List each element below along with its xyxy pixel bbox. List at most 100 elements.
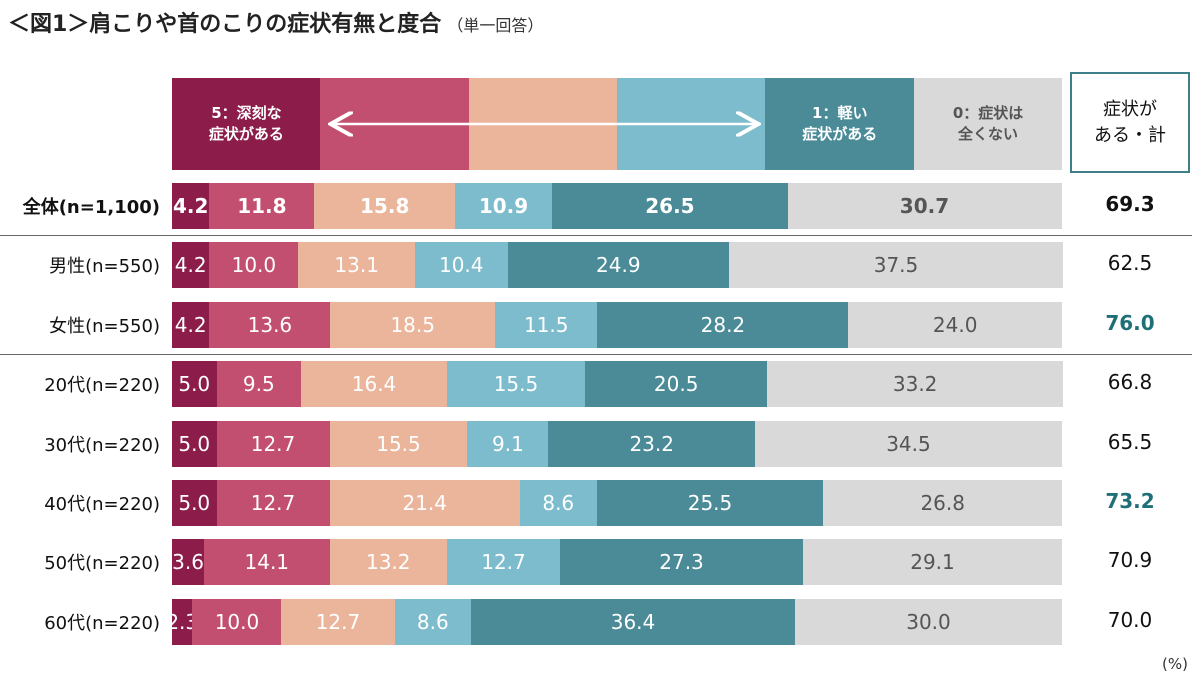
chart-title: ＜図1＞肩こりや首のこりの症状有無と度合 （単一回答）: [8, 6, 543, 38]
unit-label: (%): [1162, 655, 1188, 673]
bar-segment: [447, 539, 561, 586]
data-label: 12.7: [250, 431, 296, 456]
data-label: 36.4: [610, 609, 656, 634]
bar-segment: [209, 242, 299, 289]
data-label: 15.8: [360, 194, 410, 218]
bar-segment: [455, 183, 553, 229]
data-label: 30.7: [899, 194, 950, 218]
data-label: 15.5: [376, 431, 421, 456]
data-label: 23.2: [629, 431, 674, 456]
bar-segment: [172, 420, 217, 467]
bar-segment: [209, 183, 315, 229]
data-label: 37.5: [873, 253, 919, 278]
total-value: 76.0: [1105, 310, 1155, 335]
data-label: 4.2: [174, 253, 207, 278]
total-value: 65.5: [1107, 429, 1153, 454]
data-label: 8.6: [542, 491, 575, 515]
bar-segment: [172, 242, 210, 289]
bar-segment: [216, 480, 330, 526]
data-label: 24.0: [932, 312, 978, 337]
bar-segment: [394, 598, 472, 645]
data-label: 4.2: [174, 312, 207, 337]
bar-segment: [596, 480, 824, 526]
bar-segment: [209, 301, 331, 348]
bar-segment: [192, 598, 282, 645]
title-text: ＜図1＞肩こりや首のこりの症状有無と度合: [8, 12, 442, 37]
subtitle: （単一回答）: [447, 16, 544, 35]
data-label: 25.5: [687, 491, 733, 515]
data-label: 12.7: [315, 609, 361, 634]
data-label: 28.2: [700, 312, 746, 337]
total-value: 70.0: [1107, 607, 1153, 632]
category-label: 全体(n=1,100): [22, 197, 160, 218]
bar-segment: [172, 539, 205, 586]
data-label: 20.5: [653, 372, 699, 397]
bar-segment: [848, 301, 1063, 348]
bar-segment: [787, 183, 1062, 229]
bar-segment: [414, 242, 508, 289]
total-value: 66.8: [1107, 370, 1153, 395]
bar-segment: [767, 361, 1064, 408]
data-label: 16.4: [351, 372, 397, 397]
bar-segment: [729, 242, 1064, 289]
data-label: 11.8: [237, 194, 287, 218]
totals-header: 症状が ある・計: [1070, 72, 1190, 173]
total-value: 69.3: [1105, 192, 1155, 216]
data-label: 26.5: [645, 194, 695, 218]
data-label: 15.5: [493, 372, 539, 397]
bar-segment: [795, 598, 1063, 645]
separator: [0, 235, 1192, 236]
data-label: 10.0: [231, 253, 277, 278]
data-label: 10.0: [214, 609, 260, 634]
bar-segment: [471, 598, 796, 645]
bar-segment: [823, 480, 1063, 526]
bar-segment: [172, 183, 210, 229]
bar-segment: [298, 242, 416, 289]
legend-cell: 0：症状は 全くない: [913, 78, 1063, 170]
data-label: 30.0: [906, 609, 951, 634]
data-label: 24.9: [596, 253, 641, 278]
bar-segment: [281, 598, 395, 645]
category-label: 20代(n=220): [44, 375, 160, 397]
total-value: 70.9: [1107, 548, 1153, 573]
data-label: 10.4: [438, 253, 484, 278]
data-label: 13.6: [247, 312, 293, 337]
bar-segment: [204, 539, 330, 586]
bar-segment: [314, 183, 456, 229]
bar-segment: [172, 480, 217, 526]
separator: [0, 354, 1192, 355]
data-label: 14.1: [244, 550, 290, 575]
category-label: 40代(n=220): [44, 494, 160, 515]
legend-cell: 1：軽い 症状がある: [765, 78, 915, 170]
bar-segment: [329, 539, 448, 586]
bar-segment: [329, 480, 521, 526]
data-label: 5.0: [178, 372, 211, 397]
bar-segment: [172, 361, 217, 408]
bar-segment: [754, 420, 1063, 467]
bar-segment: [216, 420, 330, 467]
data-label: 5.0: [178, 491, 211, 515]
data-label: 29.1: [910, 550, 955, 575]
data-label: 12.7: [250, 491, 296, 515]
data-label: 13.1: [334, 253, 379, 278]
bar-segment: [597, 301, 849, 348]
data-label: 4.2: [172, 194, 209, 218]
data-label: 5.0: [178, 431, 211, 456]
bar-segment: [519, 480, 597, 526]
bar-segment: [495, 301, 598, 348]
data-label: 10.9: [478, 194, 529, 218]
data-label: 13.2: [365, 550, 411, 575]
data-label: 34.5: [886, 431, 931, 456]
category-label: 30代(n=220): [44, 434, 160, 456]
data-label: 3.6: [172, 550, 204, 575]
category-label: 男性(n=550): [49, 256, 160, 278]
bar-segment: [552, 183, 789, 229]
bar-segment: [584, 361, 768, 408]
data-label: 26.8: [920, 491, 965, 515]
data-label: 27.3: [659, 550, 704, 575]
category-label: 女性(n=550): [49, 315, 160, 337]
bar-segment: [172, 301, 210, 348]
data-label: 9.5: [242, 372, 275, 397]
bar-segment: [216, 361, 302, 408]
